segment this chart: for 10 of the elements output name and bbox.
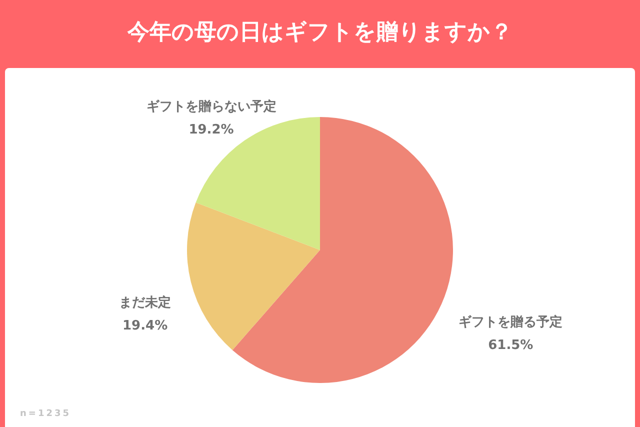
- data-label: 19.2%: [188, 122, 234, 138]
- data-label: 61.5%: [488, 338, 534, 353]
- slice-label: ギフトを贈る予定: [458, 314, 563, 330]
- pie-slice: [187, 202, 320, 350]
- data-label: 19.4%: [122, 318, 168, 334]
- slice-label: ギフトを贈らない予定: [146, 98, 276, 114]
- chart-title: 今年の母の日はギフトを贈りますか？: [126, 20, 512, 46]
- slice-label: まだ未定: [119, 294, 172, 311]
- text: n=1235: [20, 409, 71, 419]
- pie-slice: [232, 117, 453, 383]
